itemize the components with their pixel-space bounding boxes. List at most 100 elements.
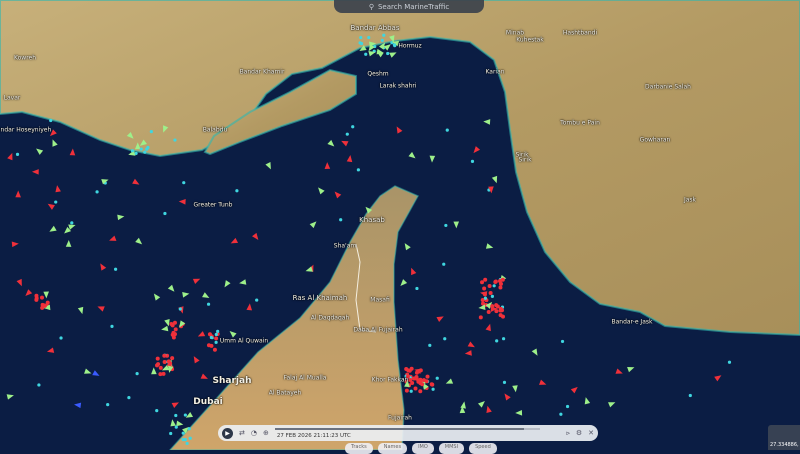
vessel-marker[interactable] [414, 374, 419, 379]
vessel-marker[interactable] [230, 237, 239, 244]
vessel-marker[interactable] [386, 51, 390, 56]
vessel-marker[interactable] [183, 438, 187, 442]
vessel-marker[interactable] [482, 286, 487, 291]
vessel-marker[interactable] [405, 374, 410, 379]
vessel-marker[interactable] [229, 331, 237, 338]
toggle-mmsi[interactable]: MMSI [438, 443, 465, 454]
vessel-marker[interactable] [170, 323, 175, 328]
vessel-marker[interactable] [493, 279, 498, 284]
vessel-marker[interactable] [459, 406, 466, 414]
vessel-marker[interactable] [176, 420, 184, 427]
vessel-marker[interactable] [40, 305, 45, 310]
vessel-marker[interactable] [155, 409, 159, 413]
vessel-marker[interactable] [52, 139, 58, 147]
vessel-marker[interactable] [498, 285, 503, 290]
vessel-marker[interactable] [163, 125, 169, 133]
vessel-marker[interactable] [170, 419, 176, 427]
speed-gauge-icon[interactable]: ◔ [250, 429, 257, 437]
vessel-marker[interactable] [64, 226, 72, 234]
vessel-marker[interactable] [327, 139, 335, 147]
vessel-marker[interactable] [188, 436, 192, 440]
vessel-marker[interactable] [255, 298, 259, 302]
vessel-marker[interactable] [209, 335, 213, 340]
vessel-marker[interactable] [74, 402, 82, 409]
vessel-marker[interactable] [409, 366, 414, 371]
close-icon[interactable]: ✕ [588, 429, 594, 437]
vessel-marker[interactable] [376, 48, 384, 55]
vessel-marker[interactable] [498, 313, 503, 318]
vessel-marker[interactable] [214, 336, 219, 341]
vessel-marker[interactable] [560, 339, 565, 344]
vessel-marker[interactable] [500, 277, 505, 282]
vessel-marker[interactable] [418, 378, 423, 383]
vessel-marker[interactable] [478, 304, 486, 311]
vessel-marker[interactable] [183, 413, 187, 417]
vessel-marker[interactable] [239, 279, 247, 285]
vessel-marker[interactable] [414, 370, 419, 375]
vessel-marker[interactable] [688, 393, 692, 398]
vessel-marker[interactable] [502, 380, 507, 384]
vessel-marker[interactable] [45, 300, 50, 305]
vessel-marker[interactable] [356, 168, 361, 172]
vessel-marker[interactable] [235, 189, 239, 193]
vessel-marker[interactable] [383, 44, 391, 51]
vessel-marker[interactable] [161, 364, 170, 371]
timeline-slider[interactable]: 27 FEB 2026 21:11:23 UTC [274, 426, 560, 440]
vessel-marker[interactable] [389, 52, 397, 58]
vessel-marker[interactable] [143, 150, 147, 154]
vessel-marker[interactable] [570, 386, 578, 394]
vessel-marker[interactable] [565, 404, 570, 409]
vessel-marker[interactable] [483, 296, 488, 300]
vessel-marker[interactable] [192, 278, 201, 285]
vessel-marker[interactable] [470, 159, 475, 163]
vessel-marker[interactable] [442, 262, 446, 266]
vessel-marker[interactable] [494, 309, 499, 314]
vessel-marker[interactable] [31, 169, 39, 175]
vessel-marker[interactable] [178, 199, 186, 205]
vessel-marker[interactable] [714, 375, 722, 382]
vessel-marker[interactable] [481, 301, 486, 306]
vessel-marker[interactable] [193, 356, 200, 364]
vessel-marker[interactable] [169, 431, 173, 436]
vessel-marker[interactable] [135, 372, 139, 376]
toggle-imo[interactable]: IMO [412, 443, 434, 454]
vessel-marker[interactable] [436, 316, 444, 323]
vessel-marker[interactable] [70, 221, 74, 225]
vessel-marker[interactable] [365, 206, 373, 214]
vessel-marker[interactable] [172, 320, 177, 325]
vessel-marker[interactable] [358, 41, 362, 45]
vessel-marker[interactable] [408, 151, 416, 159]
vessel-marker[interactable] [185, 441, 189, 446]
vessel-marker[interactable] [252, 232, 259, 240]
vessel-marker[interactable] [498, 306, 503, 311]
vessel-marker[interactable] [146, 145, 150, 150]
vessel-marker[interactable] [37, 383, 41, 387]
vessel-marker[interactable] [43, 291, 49, 299]
vessel-marker[interactable] [334, 191, 342, 199]
vessel-marker[interactable] [495, 304, 500, 309]
target-icon[interactable]: ⊕ [262, 429, 269, 437]
vessel-marker[interactable] [84, 368, 92, 374]
vessel-marker[interactable] [495, 339, 499, 343]
vessel-marker[interactable] [40, 302, 45, 307]
vessel-marker[interactable] [95, 190, 99, 194]
vessel-marker[interactable] [418, 368, 423, 373]
vessel-marker[interactable] [54, 200, 58, 204]
vessel-marker[interactable] [77, 306, 84, 315]
vessel-marker[interactable] [389, 35, 395, 43]
vessel-marker[interactable] [49, 118, 53, 123]
vessel-marker[interactable] [477, 401, 485, 408]
vessel-marker[interactable] [359, 45, 367, 51]
vessel-marker[interactable] [391, 40, 400, 47]
vessel-marker[interactable] [69, 148, 76, 156]
vessel-marker[interactable] [162, 360, 167, 365]
vessel-marker[interactable] [504, 393, 511, 401]
vessel-marker[interactable] [36, 148, 44, 155]
vessel-marker[interactable] [39, 295, 44, 300]
vessel-marker[interactable] [65, 240, 72, 247]
vessel-marker[interactable] [212, 347, 217, 352]
vessel-marker[interactable] [341, 140, 349, 147]
vessel-marker[interactable] [46, 347, 55, 353]
vessel-marker[interactable] [515, 409, 523, 416]
